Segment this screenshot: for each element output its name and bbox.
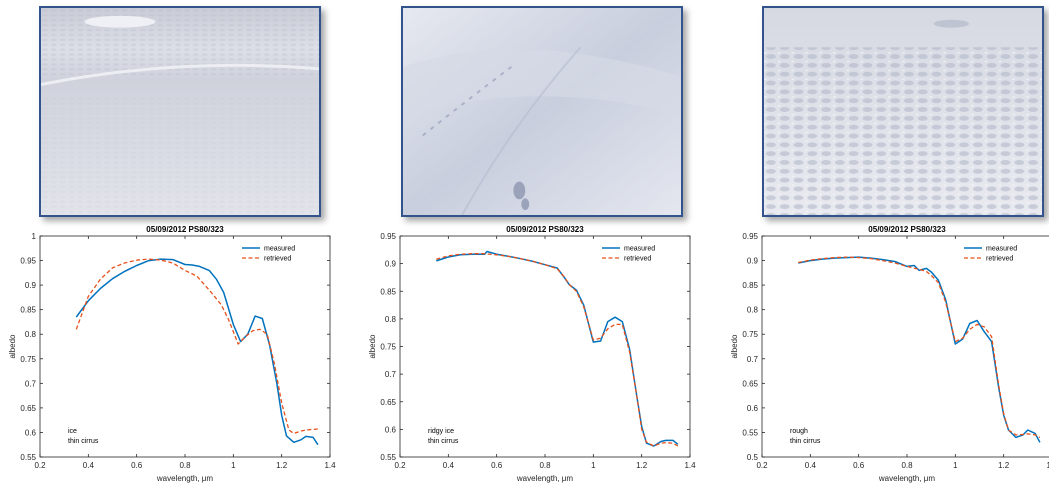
x-tick-label: 1.2 xyxy=(636,461,648,470)
series-line-measured xyxy=(75,258,319,446)
x-tick-label: 1.4 xyxy=(324,461,336,470)
y-tick-label: 0.95 xyxy=(20,257,36,266)
x-tick-label: 0.4 xyxy=(83,461,95,470)
y-tick-label: 0.55 xyxy=(742,428,758,437)
x-tick-label: 0.2 xyxy=(756,461,768,470)
axes-box xyxy=(761,235,1049,458)
x-tick-label: 0.8 xyxy=(179,461,191,470)
y-tick-label: 0.75 xyxy=(20,355,36,364)
x-tick-label: 0.6 xyxy=(853,461,865,470)
y-tick-label: 0.6 xyxy=(25,428,37,437)
x-tick-label: 1.2 xyxy=(998,461,1010,470)
annotation-line: thin cirrus xyxy=(68,438,99,445)
y-tick-label: 0.7 xyxy=(385,370,397,379)
y-tick-label: 0.8 xyxy=(747,306,759,315)
y-tick-label: 0.6 xyxy=(747,404,759,413)
albedo-chart-2: 05/09/2012 PS80/323 0.2 0.4 0.6 0.8 1 1.2 1.4 0.… xyxy=(360,222,705,490)
x-tick-label: 1.2 xyxy=(276,461,288,470)
y-tick-label: 0.55 xyxy=(20,453,36,462)
x-axis-label: wavelength, μm xyxy=(516,474,574,483)
y-tick-label: 0.7 xyxy=(25,379,37,388)
albedo-chart-1: 05/09/2012 PS80/323 0.2 0.4 0.6 0.8 1 1.2 1.4 0.… xyxy=(0,222,345,490)
annotation-line: thin cirrus xyxy=(428,438,459,445)
y-tick-label: 0.95 xyxy=(742,232,758,241)
x-tick-label: 1.4 xyxy=(1046,461,1049,470)
chart-svg: 05/09/2012 PS80/323 0.2 0.4 0.6 0.8 1 1.2 1.4 0.… xyxy=(730,225,1049,483)
photo-ice xyxy=(39,6,321,217)
axes-box xyxy=(39,235,331,458)
chart-title: 05/09/2012 PS80/323 xyxy=(868,225,946,234)
x-tick-label: 1 xyxy=(591,461,596,470)
y-tick-label: 0.85 xyxy=(380,287,396,296)
x-tick-label: 0.8 xyxy=(539,461,551,470)
x-tick-label: 0.4 xyxy=(443,461,455,470)
series-line-retrieved xyxy=(436,253,679,447)
chart-title: 05/09/2012 PS80/323 xyxy=(506,225,584,234)
y-tick-label: 0.85 xyxy=(20,306,36,315)
y-tick-label: 0.75 xyxy=(742,330,758,339)
legend-measured-label: measured xyxy=(624,246,655,253)
y-tick-label: 0.9 xyxy=(25,281,37,290)
y-tick-label: 1 xyxy=(32,232,37,241)
albedo-chart-3: 05/09/2012 PS80/323 0.2 0.4 0.6 0.8 1 1.2 1.4 0.… xyxy=(722,222,1049,490)
x-tick-label: 0.4 xyxy=(805,461,817,470)
y-tick-label: 0.9 xyxy=(747,257,759,266)
x-tick-label: 0.6 xyxy=(491,461,503,470)
y-axis-label: albedo xyxy=(368,334,377,359)
y-tick-label: 0.5 xyxy=(747,453,759,462)
y-tick-label: 0.65 xyxy=(380,398,396,407)
chart-title: 05/09/2012 PS80/323 xyxy=(146,225,224,234)
y-axis-label: albedo xyxy=(8,334,17,359)
y-tick-label: 0.8 xyxy=(385,315,397,324)
legend-retrieved-label: retrieved xyxy=(264,256,291,263)
y-tick-label: 0.65 xyxy=(20,404,36,413)
annotation-line: rough xyxy=(790,428,808,435)
x-tick-label: 0.8 xyxy=(901,461,913,470)
x-tick-label: 0.2 xyxy=(34,461,46,470)
chart-svg: 05/09/2012 PS80/323 0.2 0.4 0.6 0.8 1 1.2 1.4 0.… xyxy=(8,225,336,483)
x-tick-label: 1 xyxy=(953,461,958,470)
chart-svg: 05/09/2012 PS80/323 0.2 0.4 0.6 0.8 1 1.2 1.4 0.… xyxy=(368,225,696,483)
y-tick-label: 0.95 xyxy=(380,232,396,241)
y-tick-label: 0.75 xyxy=(380,343,396,352)
y-tick-label: 0.9 xyxy=(385,260,397,269)
series-line-retrieved xyxy=(75,258,318,435)
legend-retrieved-label: retrieved xyxy=(986,256,1013,263)
y-tick-label: 0.8 xyxy=(25,330,37,339)
x-axis-label: wavelength, μm xyxy=(156,474,214,483)
photo-ridgy-ice xyxy=(401,6,683,217)
y-tick-label: 0.85 xyxy=(742,281,758,290)
y-tick-label: 0.55 xyxy=(380,453,396,462)
photo-rough xyxy=(762,6,1044,217)
x-tick-label: 0.2 xyxy=(394,461,406,470)
x-tick-label: 1.4 xyxy=(684,461,696,470)
series-line-retrieved xyxy=(798,256,1041,438)
y-tick-label: 0.7 xyxy=(747,355,759,364)
legend-measured-label: measured xyxy=(986,246,1017,253)
annotation-line: thin cirrus xyxy=(790,438,821,445)
legend-retrieved-label: retrieved xyxy=(624,256,651,263)
axes-box xyxy=(399,235,691,458)
x-axis-label: wavelength, μm xyxy=(878,474,936,483)
annotation-line: ridgy ice xyxy=(428,428,454,435)
annotation-line: ice xyxy=(68,428,77,435)
y-axis-label: albedo xyxy=(730,334,739,359)
series-line-measured xyxy=(436,250,679,447)
legend-measured-label: measured xyxy=(264,246,295,253)
x-tick-label: 0.6 xyxy=(131,461,143,470)
y-tick-label: 0.65 xyxy=(742,379,758,388)
x-tick-label: 1 xyxy=(231,461,236,470)
y-tick-label: 0.6 xyxy=(385,425,397,434)
